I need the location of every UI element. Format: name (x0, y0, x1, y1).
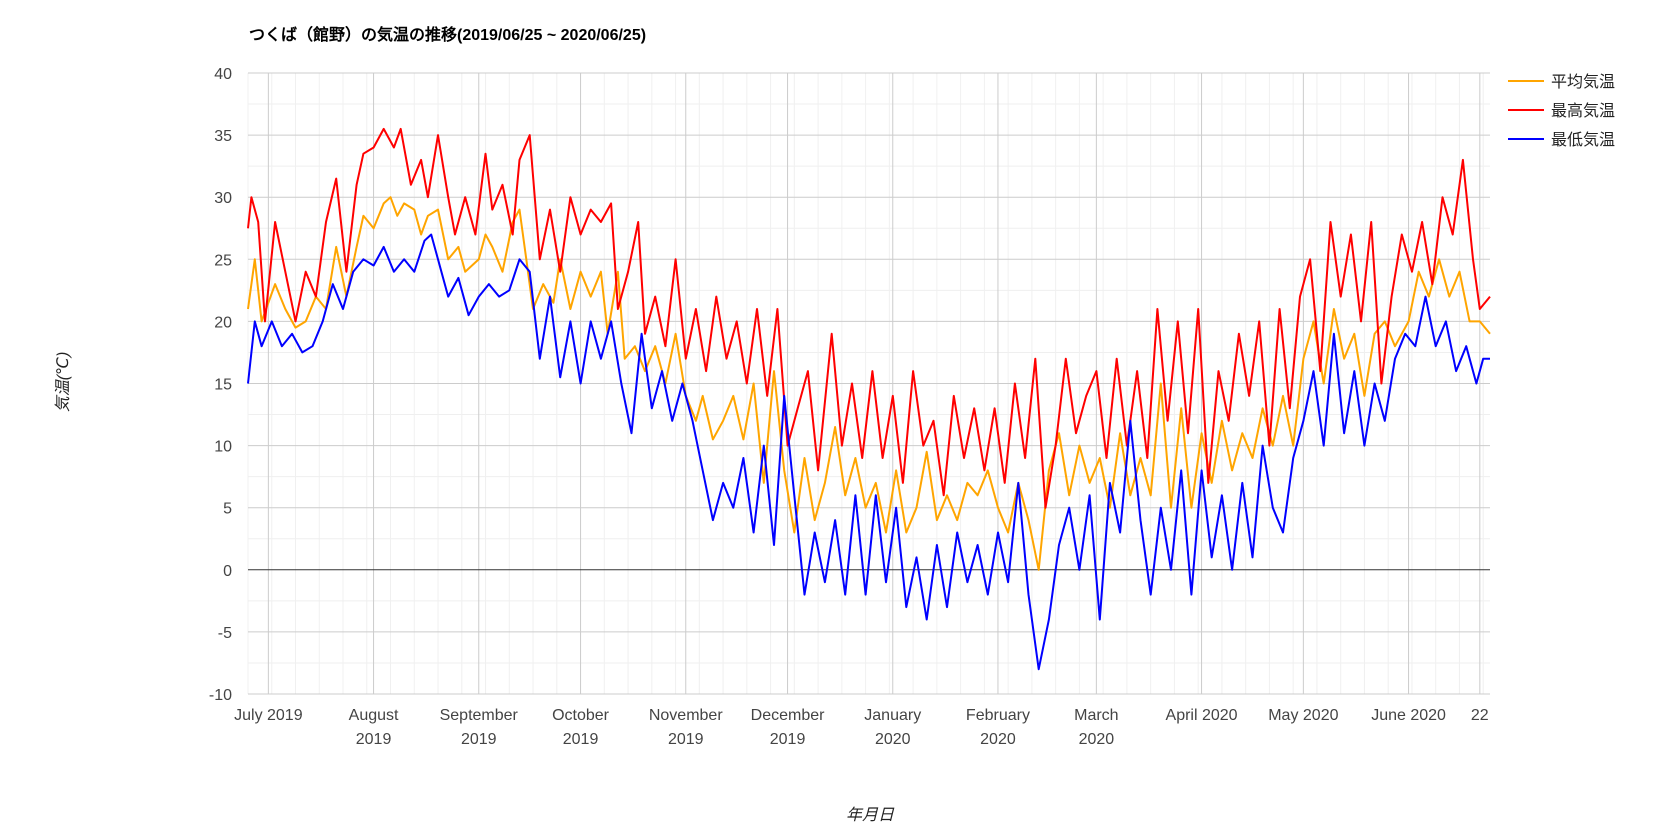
x-tick-label: October (552, 707, 610, 724)
y-tick-label: 20 (214, 314, 232, 331)
x-tick-label: December (751, 707, 825, 724)
x-tick-label-year: 2019 (461, 731, 497, 748)
y-tick-label: -5 (218, 625, 232, 642)
x-tick-label-year: 2019 (563, 731, 599, 748)
x-tick-label: January (864, 707, 921, 724)
y-tick-label: 25 (214, 252, 232, 269)
x-tick-label: September (440, 707, 519, 724)
x-axis-ticks: July 2019 August 2019 September 2019 October 2… (234, 707, 1489, 748)
x-tick-label-year: 2020 (875, 731, 911, 748)
y-axis-ticks: -10 -5 0 5 10 15 20 25 30 35 40 (209, 66, 232, 704)
y-axis-label: 気温(℃) (54, 352, 72, 413)
series-line-avg (247, 196, 1491, 571)
grid (247, 72, 1490, 695)
series-line-max (247, 127, 1491, 509)
chart-title: つくば（館野）の気温の推移(2019/06/25 ~ 2020/06/25) (249, 25, 646, 44)
y-tick-label: 40 (214, 66, 232, 83)
x-axis-label: 年月日 (846, 806, 895, 824)
x-tick-label-year: 2020 (1079, 731, 1115, 748)
legend-label: 最低気温 (1551, 131, 1615, 149)
y-tick-label: 10 (214, 439, 232, 456)
y-tick-label: 15 (214, 377, 232, 394)
x-tick-label: March (1074, 707, 1118, 724)
y-tick-label: 30 (214, 190, 232, 207)
x-tick-label: August (349, 707, 399, 724)
x-tick-label: November (649, 707, 723, 724)
x-tick-label-year: 2020 (980, 731, 1016, 748)
x-tick-label: June 2020 (1371, 707, 1446, 724)
legend-label: 平均気温 (1551, 73, 1615, 91)
x-tick-label: July 2019 (234, 707, 303, 724)
series-lines (247, 127, 1491, 671)
legend-label: 最高気温 (1551, 102, 1615, 120)
x-tick-label-year: 2019 (770, 731, 806, 748)
x-tick-label-year: 2019 (356, 731, 392, 748)
x-tick-label-year: 2019 (668, 731, 704, 748)
x-tick-label: April 2020 (1166, 707, 1238, 724)
y-tick-label: 0 (223, 563, 232, 580)
y-tick-label: -10 (209, 687, 232, 704)
x-tick-label: May 2020 (1268, 707, 1338, 724)
series-line-min (247, 233, 1490, 671)
x-tick-label: February (966, 707, 1030, 724)
x-tick-label: 22 (1471, 707, 1489, 724)
y-tick-label: 5 (223, 501, 232, 518)
y-tick-label: 35 (214, 128, 232, 145)
